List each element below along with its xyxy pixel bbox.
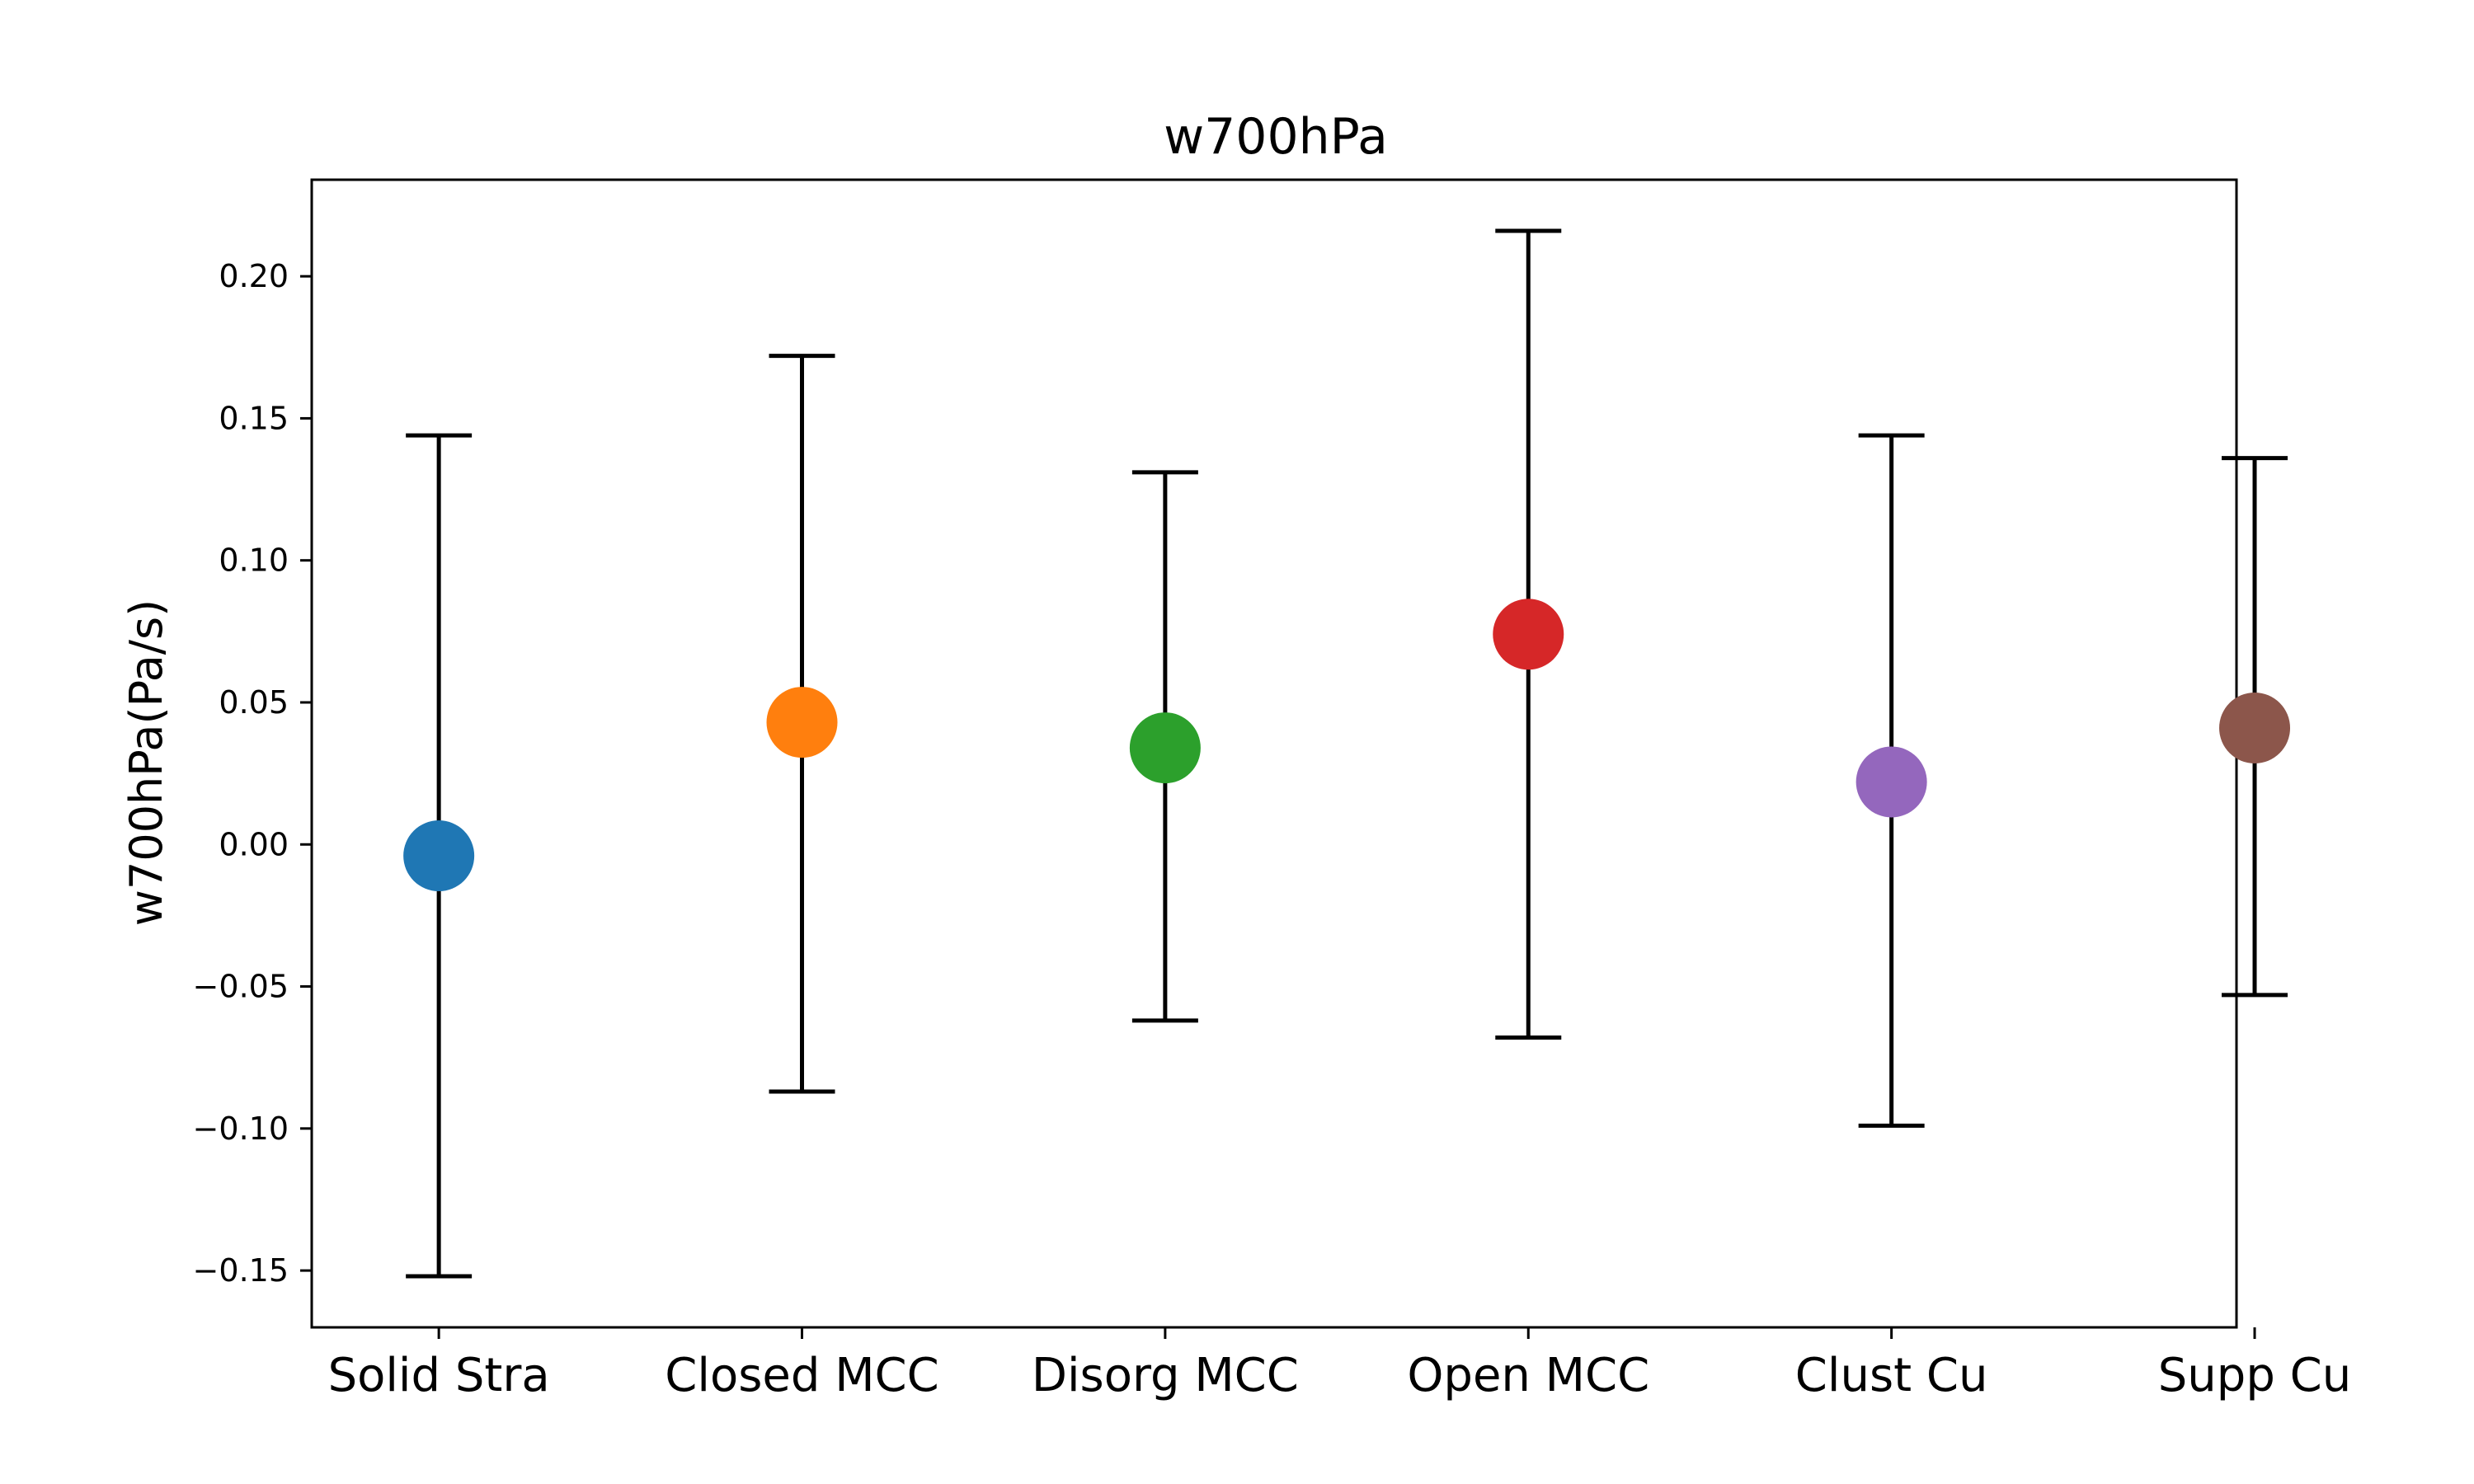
mean-point: [1493, 599, 1564, 670]
x-tick-label: Closed MCC: [665, 1349, 938, 1402]
mean-point: [766, 687, 838, 758]
y-tick-label: −0.10: [193, 1111, 289, 1147]
x-tick-label: Open MCC: [1407, 1349, 1649, 1402]
y-axis-label: w700hPa(Pa/s): [120, 599, 172, 926]
mean-point: [1856, 746, 1927, 818]
x-tick-label: Disorg MCC: [1032, 1349, 1299, 1402]
mean-point: [403, 820, 475, 892]
x-tick-label: Supp Cu: [2158, 1349, 2352, 1402]
x-tick-label: Clust Cu: [1795, 1349, 1988, 1402]
mean-point: [2219, 692, 2291, 763]
plot-area: −0.15 −0.10 −0.05 0.00 0.05 0.10 0.15 0.20 Solid…: [193, 178, 2352, 1402]
y-tick-label: −0.05: [193, 969, 289, 1005]
y-tick-label: 0.15: [219, 400, 289, 436]
mean-point: [1129, 712, 1201, 784]
y-tick-label: 0.10: [219, 542, 289, 579]
y-tick-label: 0.00: [219, 826, 289, 862]
y-tick-label: −0.15: [193, 1252, 289, 1289]
y-tick-label: 0.20: [219, 258, 289, 294]
axes-frame: [310, 178, 2238, 1329]
chart-title: w700hPa: [1164, 108, 1388, 166]
y-tick-label: 0.05: [219, 684, 289, 721]
x-tick-label: Solid Stra: [328, 1349, 550, 1402]
